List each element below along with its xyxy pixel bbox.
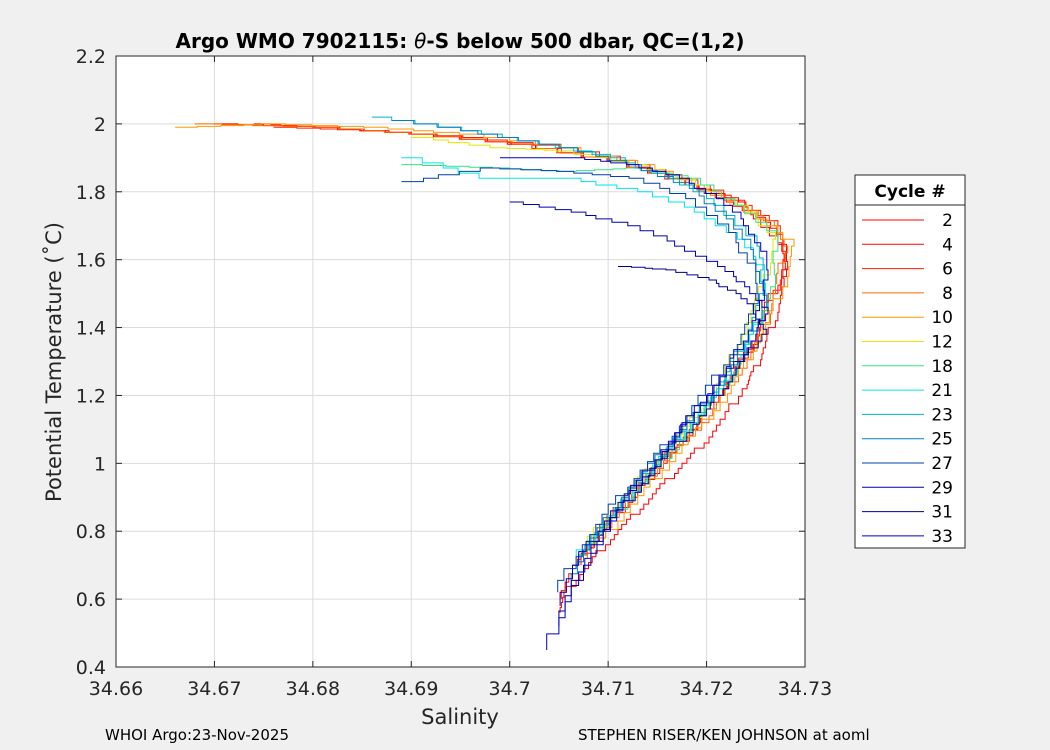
legend-label-25: 25 [931,430,953,450]
y-axis-label: Potential Temperature (˚C) [42,222,66,502]
legend-label-31: 31 [931,503,953,523]
legend-label-33: 33 [931,527,953,547]
legend-label-29: 29 [931,478,953,498]
plot-area [116,56,805,667]
series-line-cycle-10 [175,123,795,538]
y-tick-label: 0.6 [76,589,106,611]
plot-frame [115,55,806,668]
y-tick-labels: 0.4 0.6 0.8 1 1.2 1.4 1.6 1.8 2 2.2 [76,46,106,679]
chart-title: Argo WMO 7902115: θ-S below 500 dbar, QC… [176,29,745,53]
y-tick-label: 1 [94,453,106,475]
legend: Cycle # 2 4 6 8 10 12 18 21 23 25 27 29 31 33 [854,174,966,549]
legend-box [854,174,966,549]
x-tick-labels: 34.66 34.67 34.68 34.69 34.7 34.71 34.72 34.73 [89,678,832,700]
footer-left: WHOI Argo:23-Nov-2025 [105,726,289,744]
series-line-cycle-18 [401,164,779,552]
legend-items: 2 4 6 8 10 12 18 21 23 25 27 29 31 33 [862,211,953,547]
y-tick-label: 1.2 [76,385,106,407]
series-line-cycle-8 [194,123,789,559]
y-tick-label: 0.8 [76,521,106,543]
x-tick-label: 34.71 [581,678,635,700]
y-tick-label: 0.4 [76,657,106,679]
legend-label-2: 2 [942,211,953,231]
data-series-group [175,116,795,650]
series-line-cycle-4 [214,123,787,600]
x-tick-label: 34.73 [778,678,832,700]
x-tick-label: 34.69 [384,678,438,700]
x-tick-label: 34.68 [286,678,340,700]
x-tick-label: 34.7 [489,678,531,700]
legend-label-23: 23 [931,405,953,425]
legend-title: Cycle # [874,182,945,202]
legend-label-10: 10 [931,308,953,328]
y-tick-label: 1.8 [76,182,106,204]
x-tick-label: 34.72 [679,678,733,700]
y-tick-label: 1.4 [76,318,106,340]
series-line-cycle-27 [401,167,759,593]
legend-label-21: 21 [931,381,953,401]
footer-right: STEPHEN RISER/KEN JOHNSON at aoml [578,726,870,744]
legend-label-8: 8 [942,284,953,304]
y-tick-label: 1.6 [76,250,106,272]
x-tick-label: 34.67 [187,678,241,700]
legend-label-12: 12 [931,333,953,353]
series-line-cycle-33 [499,157,769,650]
x-tick-label: 34.66 [89,678,143,700]
x-axis-label: Salinity [421,705,499,729]
series-line-cycle-31 [558,266,768,627]
y-tick-label: 2.2 [76,46,106,68]
legend-label-6: 6 [942,260,953,280]
series-line-cycle-29 [509,201,769,606]
legend-label-18: 18 [931,357,953,377]
legend-label-27: 27 [931,454,953,474]
y-tick-label: 2 [94,114,106,136]
legend-label-4: 4 [942,235,953,255]
